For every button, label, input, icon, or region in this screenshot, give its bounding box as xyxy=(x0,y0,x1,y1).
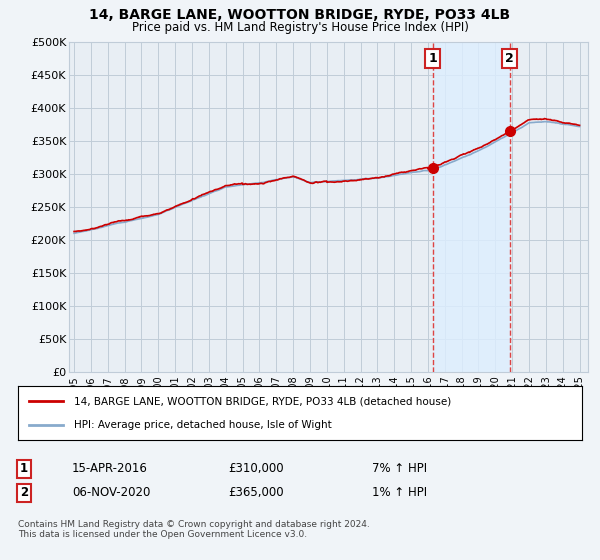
Text: 1: 1 xyxy=(428,52,437,65)
Text: Price paid vs. HM Land Registry's House Price Index (HPI): Price paid vs. HM Land Registry's House … xyxy=(131,21,469,34)
Text: 1% ↑ HPI: 1% ↑ HPI xyxy=(372,486,427,500)
Text: HPI: Average price, detached house, Isle of Wight: HPI: Average price, detached house, Isle… xyxy=(74,419,332,430)
Text: 2: 2 xyxy=(505,52,514,65)
Text: 06-NOV-2020: 06-NOV-2020 xyxy=(72,486,151,500)
Text: 7% ↑ HPI: 7% ↑ HPI xyxy=(372,462,427,475)
Text: Contains HM Land Registry data © Crown copyright and database right 2024.
This d: Contains HM Land Registry data © Crown c… xyxy=(18,520,370,539)
Text: 1: 1 xyxy=(20,462,28,475)
Text: £310,000: £310,000 xyxy=(228,462,284,475)
Text: 14, BARGE LANE, WOOTTON BRIDGE, RYDE, PO33 4LB: 14, BARGE LANE, WOOTTON BRIDGE, RYDE, PO… xyxy=(89,8,511,22)
Bar xyxy=(433,42,509,372)
Text: 2: 2 xyxy=(20,486,28,500)
Text: 15-APR-2016: 15-APR-2016 xyxy=(72,462,148,475)
Text: £365,000: £365,000 xyxy=(228,486,284,500)
Text: 14, BARGE LANE, WOOTTON BRIDGE, RYDE, PO33 4LB (detached house): 14, BARGE LANE, WOOTTON BRIDGE, RYDE, PO… xyxy=(74,396,452,407)
